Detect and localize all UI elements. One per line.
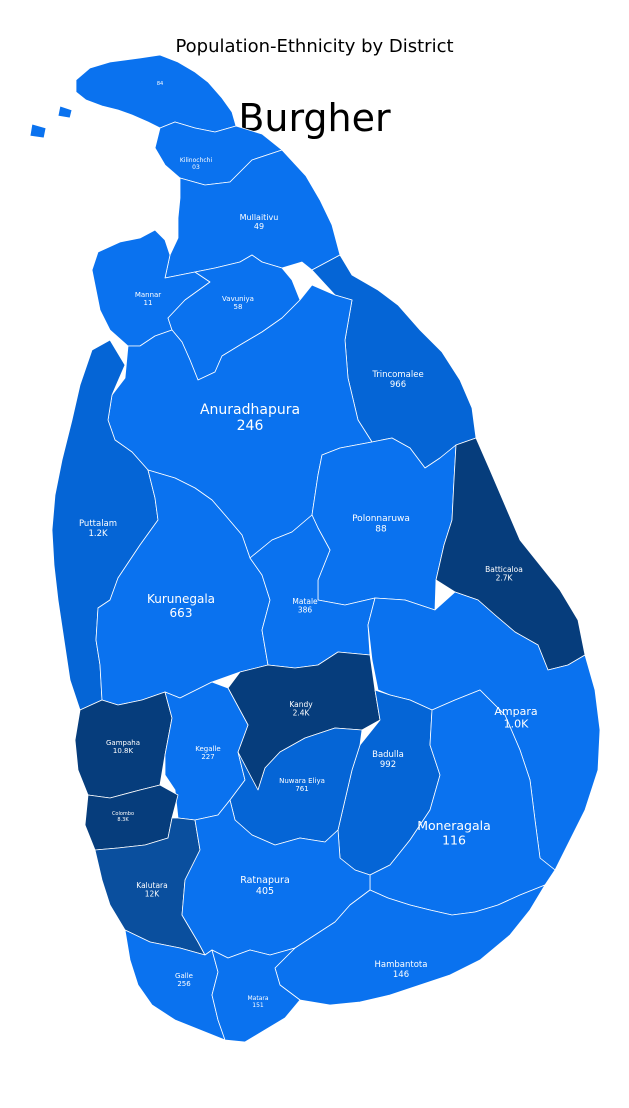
district-name-ampara: Ampara [494, 705, 537, 718]
district-jaffna [29, 54, 237, 139]
district-name-badulla: Badulla [372, 750, 404, 760]
district-value-matara: 151 [252, 1002, 264, 1009]
district-value-hambantota: 146 [393, 970, 409, 980]
district-name-anuradhapura: Anuradhapura [200, 402, 300, 418]
district-name-kegalle: Kegalle [195, 745, 220, 753]
district-value-kurunegala: 663 [170, 606, 193, 620]
district-name-moneragala: Moneragala [417, 818, 491, 833]
district-value-badulla: 992 [380, 760, 396, 770]
district-name-matara: Matara [247, 995, 268, 1002]
district-value-moneragala: 116 [442, 832, 466, 847]
district-value-anuradhapura: 246 [237, 418, 264, 434]
district-name-polonnaruwa: Polonnaruwa [352, 514, 410, 524]
district-value-kilinochchi: 03 [192, 164, 200, 171]
district-value-vavuniya: 58 [234, 303, 243, 311]
district-value-batticaloa: 2.7K [496, 574, 514, 583]
district-value-colombo: 8.3K [117, 817, 129, 823]
district-name-kurunegala: Kurunegala [147, 592, 215, 606]
district-name-colombo: Colombo [112, 811, 134, 817]
districts-layer [29, 54, 601, 1043]
district-name-puttalam: Puttalam [79, 519, 117, 529]
district-name-batticaloa: Batticaloa [485, 565, 523, 574]
district-value-gampaha: 10.8K [113, 747, 134, 755]
district-name-mannar: Mannar [135, 291, 161, 299]
district-value-trincomalee: 966 [390, 380, 406, 390]
district-name-kalutara: Kalutara [136, 881, 167, 890]
district-value-polonnaruwa: 88 [375, 524, 387, 534]
map-subtitle: Population-Ethnicity by District [175, 36, 454, 57]
district-name-mullaitivu: Mullaitivu [240, 213, 279, 222]
district-value-nuwara-eliya: 761 [295, 785, 308, 793]
district-value-mullaitivu: 49 [254, 222, 264, 231]
district-name-galle: Galle [175, 972, 193, 980]
district-name-gampaha: Gampaha [106, 739, 140, 747]
district-value-galle: 256 [177, 980, 191, 988]
district-gampaha [74, 691, 173, 799]
district-value-ratnapura: 405 [256, 886, 274, 897]
district-name-nuwara-eliya: Nuwara Eliya [279, 777, 325, 785]
district-value-ampara: 1.0K [504, 718, 529, 731]
district-name-trincomalee: Trincomalee [371, 370, 423, 380]
district-name-hambantota: Hambantota [375, 960, 428, 970]
district-name-kandy: Kandy [289, 700, 313, 709]
district-name-kilinochchi: Kilinochchi [180, 157, 213, 164]
district-name-ratnapura: Ratnapura [240, 875, 290, 886]
district-value-kegalle: 227 [201, 753, 214, 761]
district-value-puttalam: 1.2K [88, 529, 108, 539]
district-value-kandy: 2.4K [293, 709, 311, 718]
district-name-matale: Matale [292, 597, 318, 606]
district-value-mannar: 11 [144, 299, 153, 307]
district-value-jaffna: 84 [157, 81, 163, 87]
district-name-vavuniya: Vavuniya [222, 295, 254, 303]
district-value-kalutara: 12K [145, 890, 161, 899]
district-value-matale: 386 [298, 606, 313, 615]
map-title: Burgher [238, 96, 391, 140]
district-matara [211, 947, 301, 1043]
